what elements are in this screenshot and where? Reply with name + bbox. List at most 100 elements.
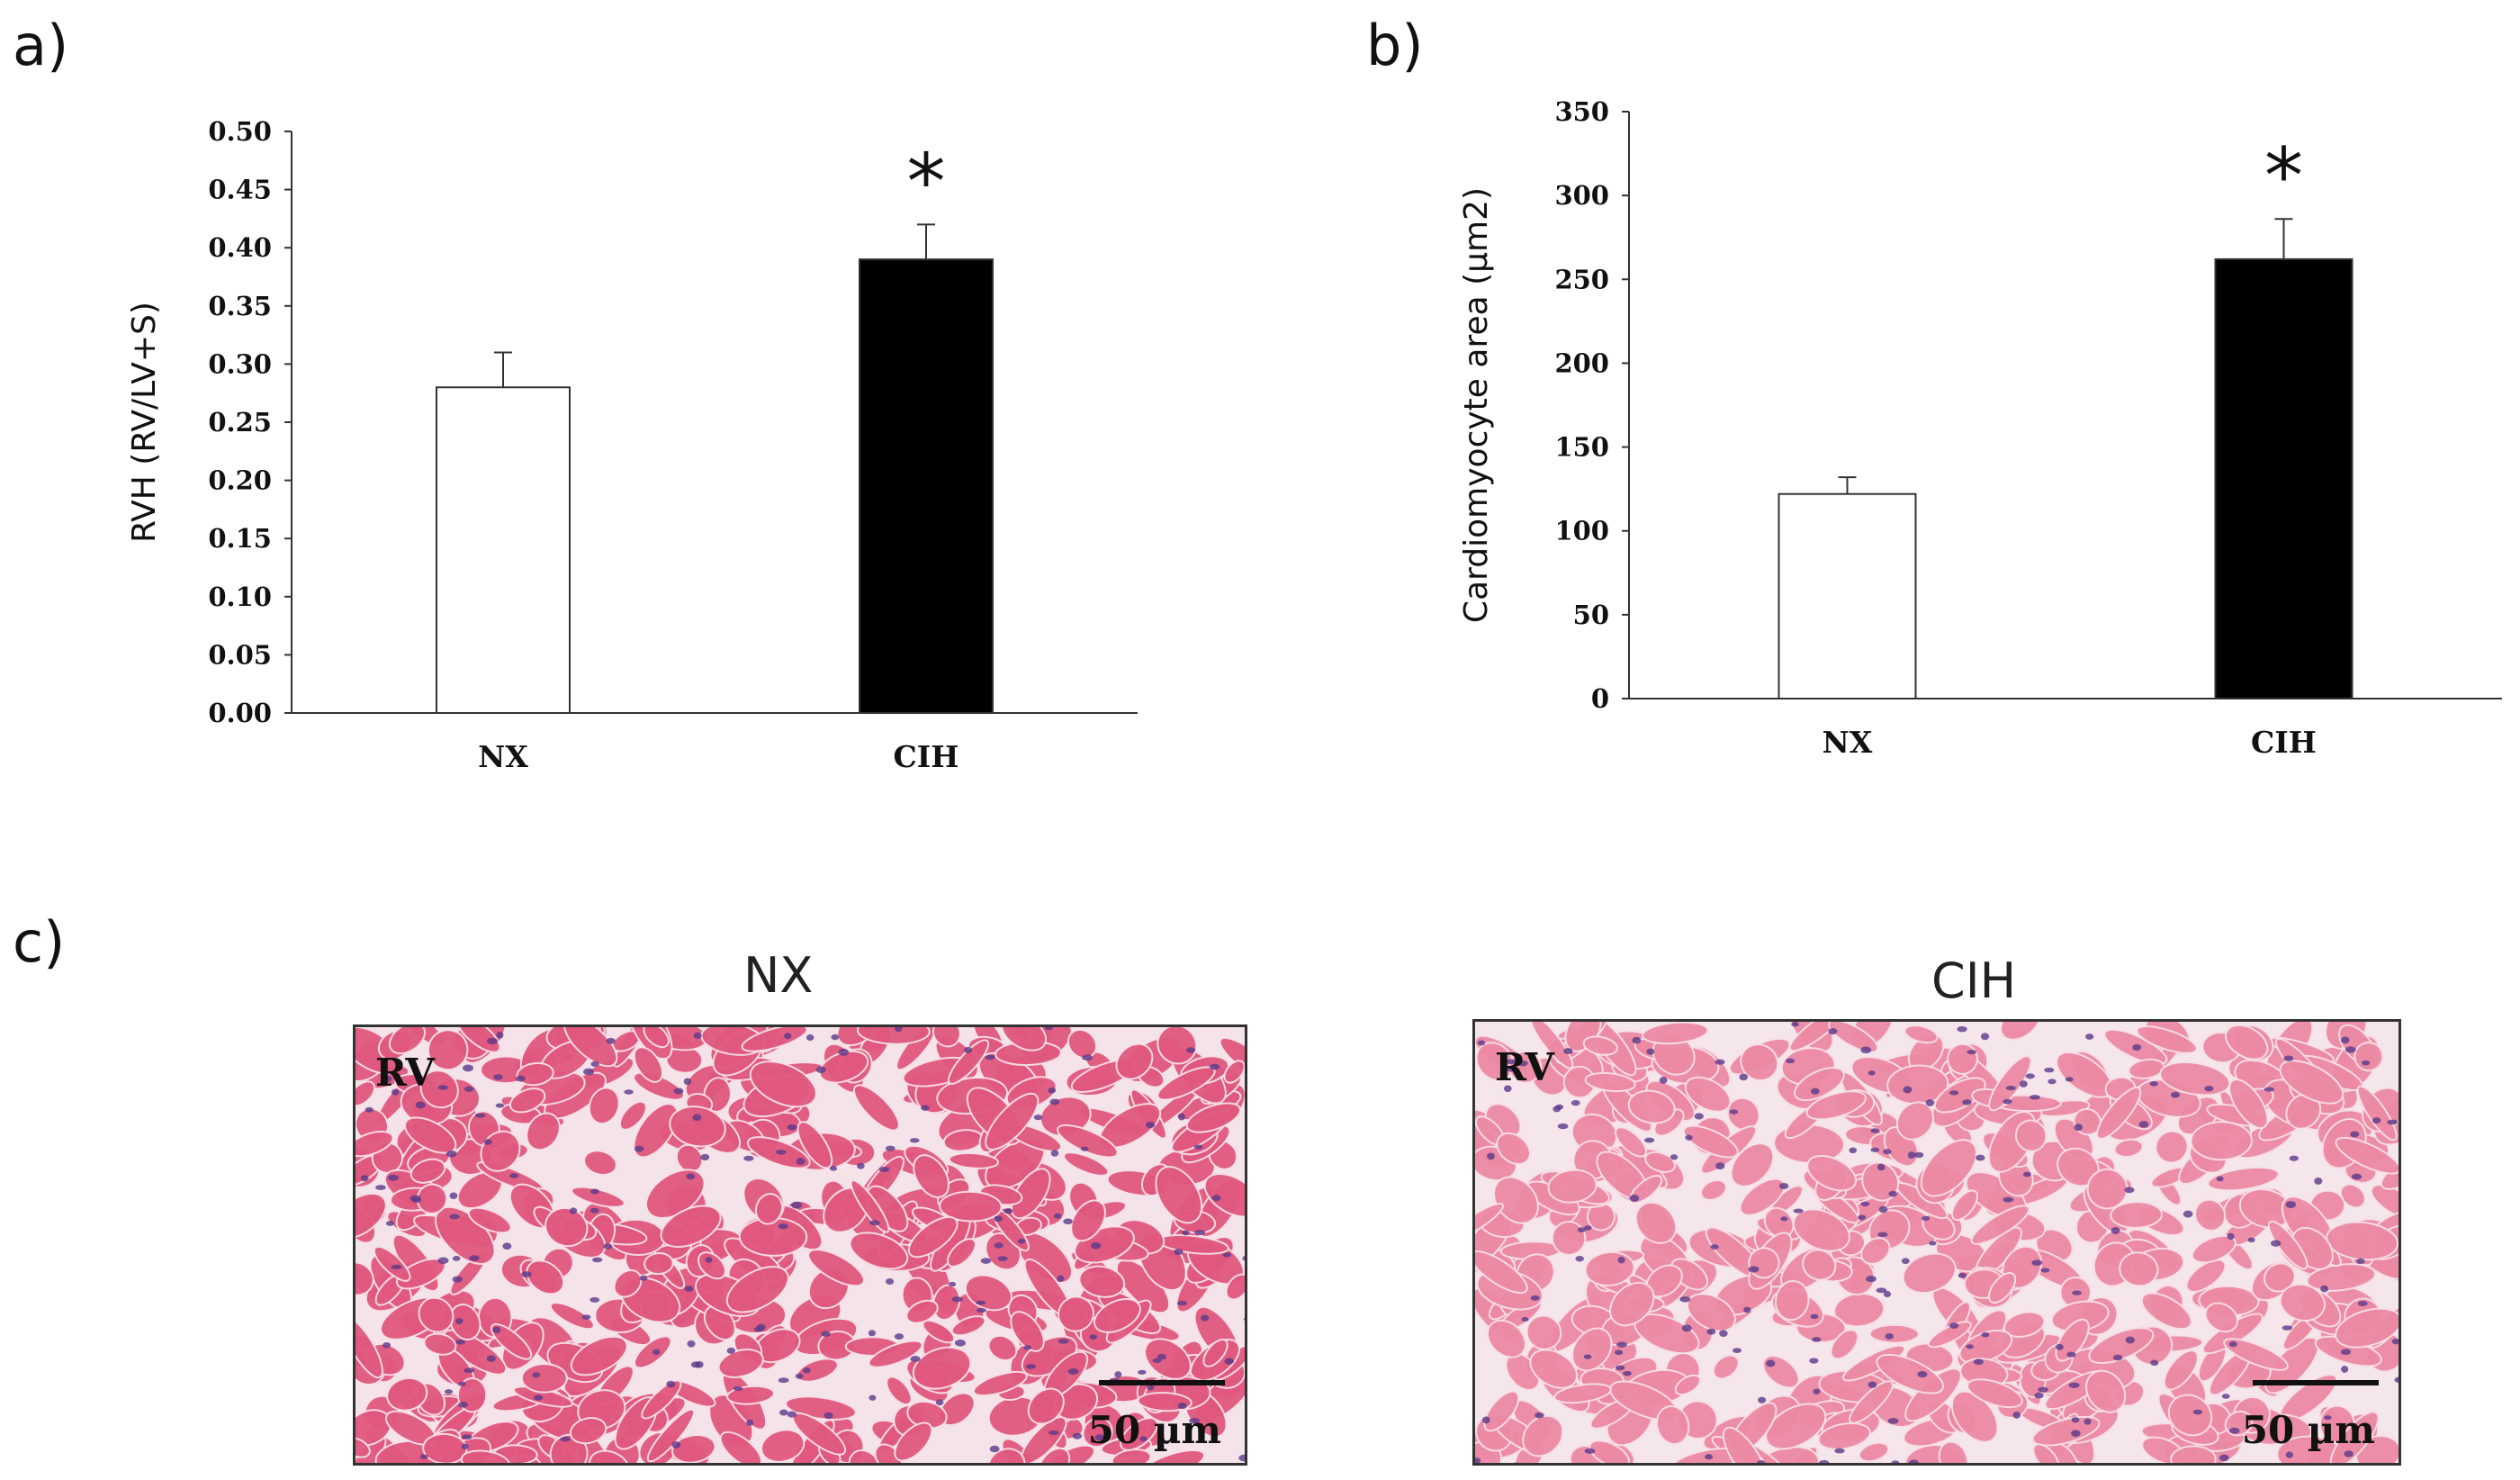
myocyte-shape — [2136, 1025, 2198, 1054]
nucleus-dot — [1644, 1137, 1655, 1143]
myocyte-shape — [2085, 1369, 2127, 1413]
myocyte-shape — [1830, 1329, 1859, 1360]
nucleus-dot — [787, 1411, 797, 1418]
myocyte-shape — [2088, 1327, 2155, 1365]
nucleus-dot — [1791, 1022, 1799, 1027]
nucleus-dot — [1209, 1063, 1220, 1070]
myocyte-shape — [946, 1238, 976, 1268]
nucleus-dot — [583, 1068, 595, 1076]
nucleus-dot — [2283, 1055, 2294, 1061]
nucleus-dot — [1506, 1059, 1516, 1065]
nucleus-dot — [2247, 1237, 2255, 1243]
myocyte-shape — [416, 1183, 448, 1214]
nucleus-dot — [2072, 1290, 2082, 1295]
nucleus-dot — [1177, 1402, 1187, 1410]
y-tick-label: 300 — [1554, 180, 1609, 211]
myocyte-shape — [1475, 1202, 1505, 1240]
myocyte-shape — [1203, 1173, 1245, 1218]
nucleus-dot — [2040, 1268, 2050, 1273]
nucleus-dot — [391, 1264, 402, 1269]
myocyte-shape — [563, 1027, 618, 1068]
nucleus-dot — [1557, 1123, 1569, 1130]
myocyte-shape — [2370, 1184, 2398, 1221]
nucleus-dot — [521, 1271, 532, 1278]
y-tick-label: 0.25 — [208, 407, 272, 438]
myocyte-shape — [356, 1131, 394, 1158]
nucleus-dot — [1766, 1359, 1776, 1367]
nucleus-dot — [1739, 1073, 1749, 1081]
myocyte-shape — [2014, 1119, 2048, 1152]
nucleus-dot — [1623, 1370, 1632, 1376]
nucleus-dot — [1888, 1190, 1898, 1197]
nucleus-dot — [2218, 1454, 2229, 1462]
nucleus-dot — [606, 1037, 616, 1044]
myocyte-shape — [1078, 1265, 1126, 1298]
nucleus-dot — [1045, 1027, 1054, 1031]
nucleus-dot — [1810, 1313, 1819, 1320]
nucleus-dot — [410, 1195, 421, 1202]
myocyte-shape — [1156, 1027, 1198, 1065]
nucleus-dot — [1922, 1215, 1930, 1222]
y-tick-label: 0.20 — [208, 465, 272, 496]
nucleus-dot — [1194, 1230, 1206, 1235]
nucleus-dot — [2216, 1176, 2224, 1182]
myocyte-shape — [1682, 1124, 1739, 1159]
myocyte-shape — [2354, 1435, 2398, 1463]
nucleus-dot — [1646, 1048, 1655, 1055]
nucleus-dot — [469, 1255, 480, 1261]
myocyte-shape — [749, 1060, 817, 1108]
nucleus-dot — [1067, 1367, 1079, 1376]
myocyte-shape — [516, 1061, 554, 1087]
myocyte-shape — [675, 1143, 704, 1173]
nucleus-dot — [464, 1086, 474, 1092]
y-tick-label: 0 — [1591, 683, 1609, 714]
myocyte-shape — [1700, 1179, 1727, 1201]
nucleus-dot — [886, 1277, 895, 1286]
myocyte-shape — [2055, 1318, 2090, 1362]
bar-cih — [2214, 257, 2354, 699]
myocyte-shape — [894, 1421, 933, 1462]
scale-bar — [2253, 1380, 2379, 1385]
nucleus-dot — [1876, 1287, 1887, 1294]
myocyte-shape — [569, 1417, 608, 1445]
y-tick-label: 0.05 — [208, 639, 272, 670]
myocyte-shape — [2170, 1445, 2217, 1463]
nucleus-dot — [976, 1300, 986, 1305]
nucleus-dot — [1948, 1090, 1959, 1096]
nucleus-dot — [1901, 1258, 1910, 1265]
nucleus-dot — [1819, 1459, 1830, 1463]
nucleus-dot — [419, 1454, 428, 1459]
nucleus-dot — [1681, 1324, 1692, 1332]
chart-rvh: 0.00 0.05 0.10 0.15 0.20 0.25 0.30 0.35 0.40 0.45… — [126, 116, 1138, 774]
nucleus-dot — [1917, 1371, 1928, 1378]
nucleus-dot — [2391, 1338, 2398, 1345]
nucleus-dot — [1714, 1059, 1725, 1065]
nucleus-dot — [746, 1419, 754, 1426]
nucleus-dot — [1138, 1369, 1147, 1375]
nucleus-dot — [1812, 1337, 1822, 1342]
nucleus-dot — [1583, 1354, 1592, 1359]
nucleus-dot — [2357, 1300, 2368, 1307]
nucleus-dot — [2044, 1067, 2055, 1073]
nucleus-dot — [486, 1355, 496, 1362]
myocyte-shape — [905, 1299, 939, 1324]
nucleus-dot — [1201, 1314, 1210, 1322]
nucleus-dot — [1584, 1448, 1596, 1454]
nucleus-dot — [1570, 1099, 1580, 1106]
myocyte-shape — [423, 1332, 457, 1356]
myocyte-shape — [853, 1084, 900, 1132]
nucleus-dot — [1487, 1152, 1495, 1160]
nucleus-dot — [2182, 1210, 2193, 1218]
myocyte-shape — [386, 1376, 428, 1412]
nucleus-dot — [569, 1207, 578, 1214]
nucleus-dot — [1732, 1348, 1742, 1353]
nucleus-dot — [590, 1296, 600, 1303]
nucleus-dot — [980, 1258, 992, 1264]
nucleus-dot — [1973, 1358, 1984, 1366]
myocyte-shape — [948, 1151, 999, 1169]
nucleus-dot — [778, 1377, 789, 1384]
nucleus-dot — [1966, 1344, 1974, 1349]
nucleus-dot — [1976, 1154, 1985, 1161]
nucleus-dot — [2320, 1285, 2329, 1293]
nucleus-dot — [778, 1223, 788, 1230]
